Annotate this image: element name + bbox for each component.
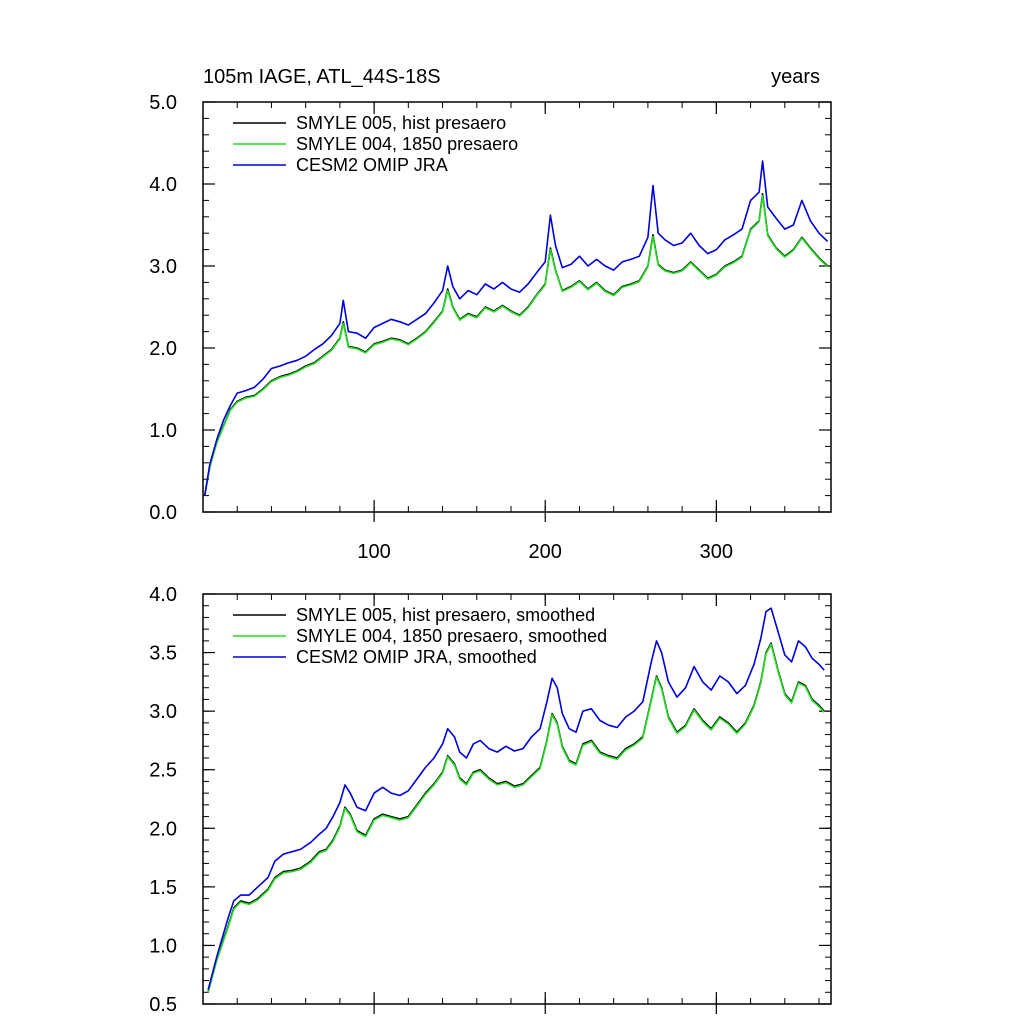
series-line-3: [203, 160, 829, 496]
series-line-1: [207, 642, 825, 993]
y-tick-label: 3.5: [149, 643, 177, 665]
y-tick-label: 0.5: [149, 994, 177, 1016]
legend-label: SMYLE 005, hist presaero: [296, 113, 506, 133]
y-tick-label: 4.0: [149, 174, 177, 196]
y-tick-label: 1.0: [149, 935, 177, 957]
y-tick-label: 0.0: [149, 502, 177, 524]
legend-label: SMYLE 004, 1850 presaero: [296, 134, 518, 154]
x-tick-label: 100: [357, 541, 390, 563]
top-panel-raw: 0.0 1.0 2.0 3.0 4.0 5.0 100 200 300 SMYLE 005, hi…: [149, 92, 832, 563]
x-tick-label: 200: [529, 541, 562, 563]
series-line-1: [203, 193, 829, 496]
y-tick-label: 2.5: [149, 760, 177, 782]
units-label: years: [771, 66, 820, 88]
x-tick-label: 300: [700, 541, 733, 563]
series-line-3: [207, 607, 825, 991]
series-line-2: [207, 643, 825, 993]
bottom-panel-smoothed: 0.5 1.0 1.5 2.0 2.5 3.0 3.5 4.0 SMYLE 005, hist …: [149, 584, 832, 1016]
y-tick-label: 1.0: [149, 420, 177, 442]
y-tick-label: 2.0: [149, 338, 177, 360]
plot-frame: [202, 593, 832, 1005]
y-tick-label: 2.0: [149, 818, 177, 840]
legend-label: CESM2 OMIP JRA, smoothed: [296, 647, 537, 667]
y-tick-label: 4.0: [149, 584, 177, 606]
series-line-2: [203, 194, 829, 496]
plot-frame: [202, 101, 832, 513]
plot-title: 105m IAGE, ATL_44S-18S: [203, 66, 441, 88]
y-tick-label: 1.5: [149, 877, 177, 899]
y-tick-label: 5.0: [149, 92, 177, 114]
legend-label: SMYLE 004, 1850 presaero, smoothed: [296, 626, 607, 646]
legend-label: CESM2 OMIP JRA: [296, 155, 448, 175]
legend-label: SMYLE 005, hist presaero, smoothed: [296, 605, 595, 625]
y-tick-label: 3.0: [149, 256, 177, 278]
y-tick-label: 3.0: [149, 701, 177, 723]
